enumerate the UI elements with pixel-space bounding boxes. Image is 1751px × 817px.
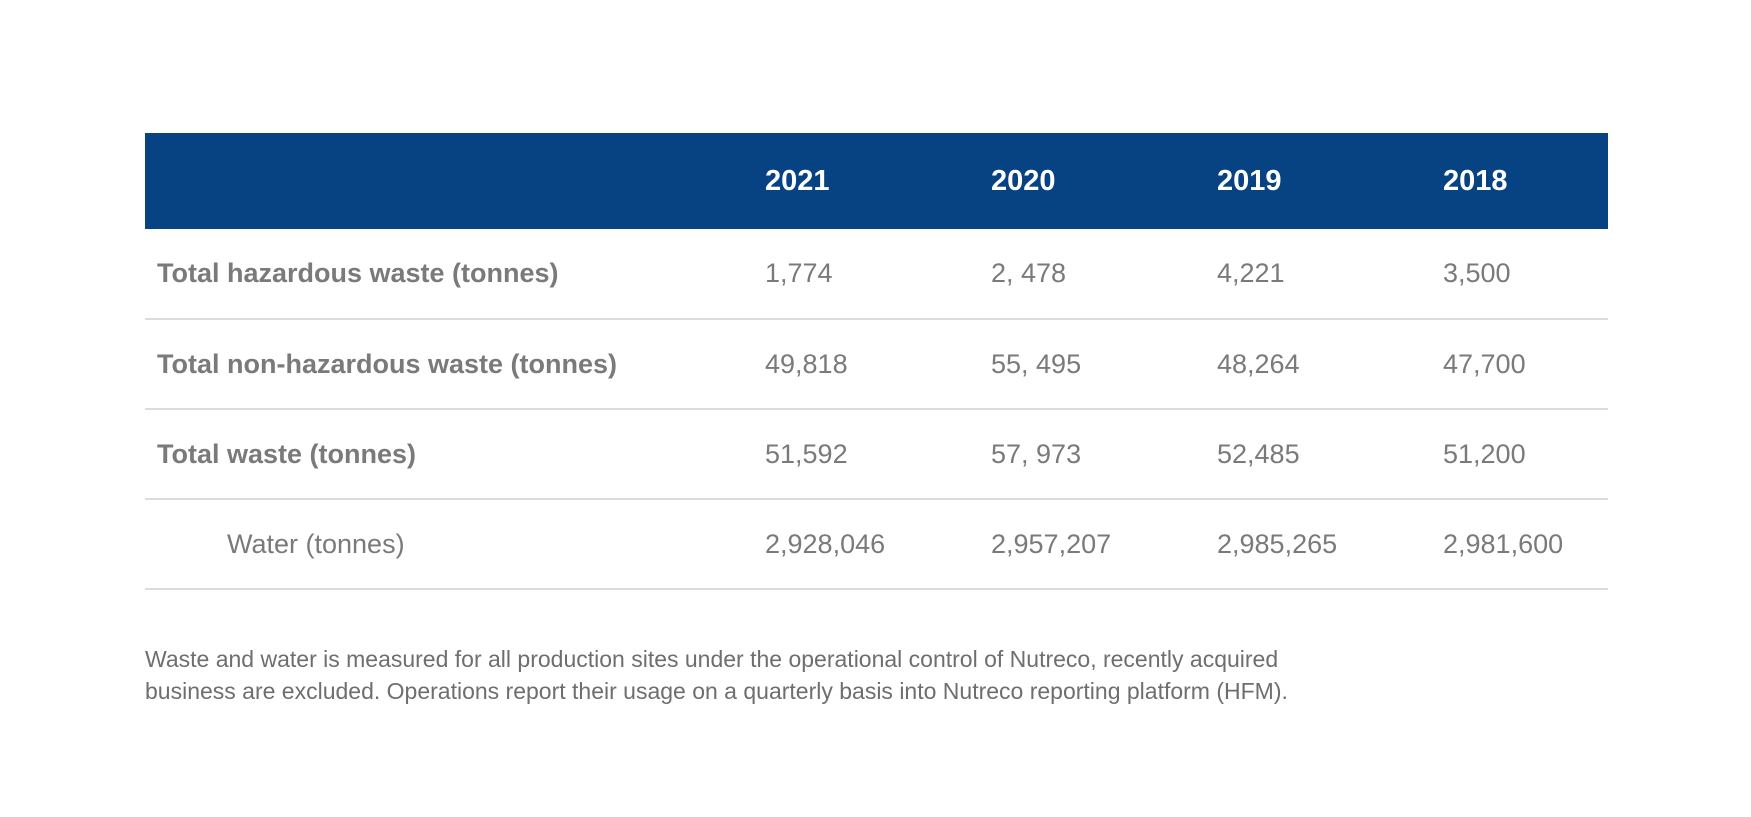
table-row-non-hazardous-waste: Total non-hazardous waste (tonnes) 49,81… xyxy=(145,319,1608,409)
header-year-2019: 2019 xyxy=(1217,164,1282,197)
table-cell: 47,700 xyxy=(1443,348,1526,379)
table-cell: 51,200 xyxy=(1443,438,1526,469)
table-cell: 51,592 xyxy=(765,438,848,469)
waste-water-table: 2021 2020 2019 2018 Total hazardous wast… xyxy=(145,133,1608,590)
table-body: Total hazardous waste (tonnes) 1,774 2, … xyxy=(145,229,1608,589)
table-cell: 4,221 xyxy=(1217,258,1285,288)
table-row-hazardous-waste: Total hazardous waste (tonnes) 1,774 2, … xyxy=(145,229,1608,319)
table-cell: 2,981,600 xyxy=(1443,528,1564,559)
table-cell: 57, 973 xyxy=(991,438,1082,469)
header-year-2021: 2021 xyxy=(765,164,830,197)
table-cell: 2,957,207 xyxy=(991,528,1112,559)
header-label-cell xyxy=(145,133,765,229)
table-cell: 2, 478 xyxy=(991,258,1067,288)
header-row: 2021 2020 2019 2018 xyxy=(145,133,1608,229)
waste-water-table-container: 2021 2020 2019 2018 Total hazardous wast… xyxy=(145,133,1608,590)
table-cell: 52,485 xyxy=(1217,438,1300,469)
row-label: Total hazardous waste (tonnes) xyxy=(157,258,559,288)
table-header: 2021 2020 2019 2018 xyxy=(145,133,1608,229)
row-label: Water (tonnes) xyxy=(227,528,405,559)
table-cell: 2,985,265 xyxy=(1217,528,1338,559)
footnote-line-2: business are excluded. Operations report… xyxy=(145,678,1288,704)
table-cell: 1,774 xyxy=(765,258,833,288)
table-row-water: Water (tonnes) 2,928,046 2,957,207 2,985… xyxy=(145,499,1608,589)
table-cell: 3,500 xyxy=(1443,258,1511,288)
row-label: Total waste (tonnes) xyxy=(157,438,417,469)
table-cell: 49,818 xyxy=(765,348,848,379)
footnote: Waste and water is measured for all prod… xyxy=(145,643,1565,707)
table-row-total-waste: Total waste (tonnes) 51,592 57, 973 52,4… xyxy=(145,409,1608,499)
header-year-2018: 2018 xyxy=(1443,164,1508,197)
header-year-2020: 2020 xyxy=(991,164,1056,197)
table-cell: 55, 495 xyxy=(991,348,1082,379)
row-label: Total non-hazardous waste (tonnes) xyxy=(157,348,618,379)
table-cell: 48,264 xyxy=(1217,348,1300,379)
footnote-line-1: Waste and water is measured for all prod… xyxy=(145,646,1279,672)
table-cell: 2,928,046 xyxy=(765,528,886,559)
